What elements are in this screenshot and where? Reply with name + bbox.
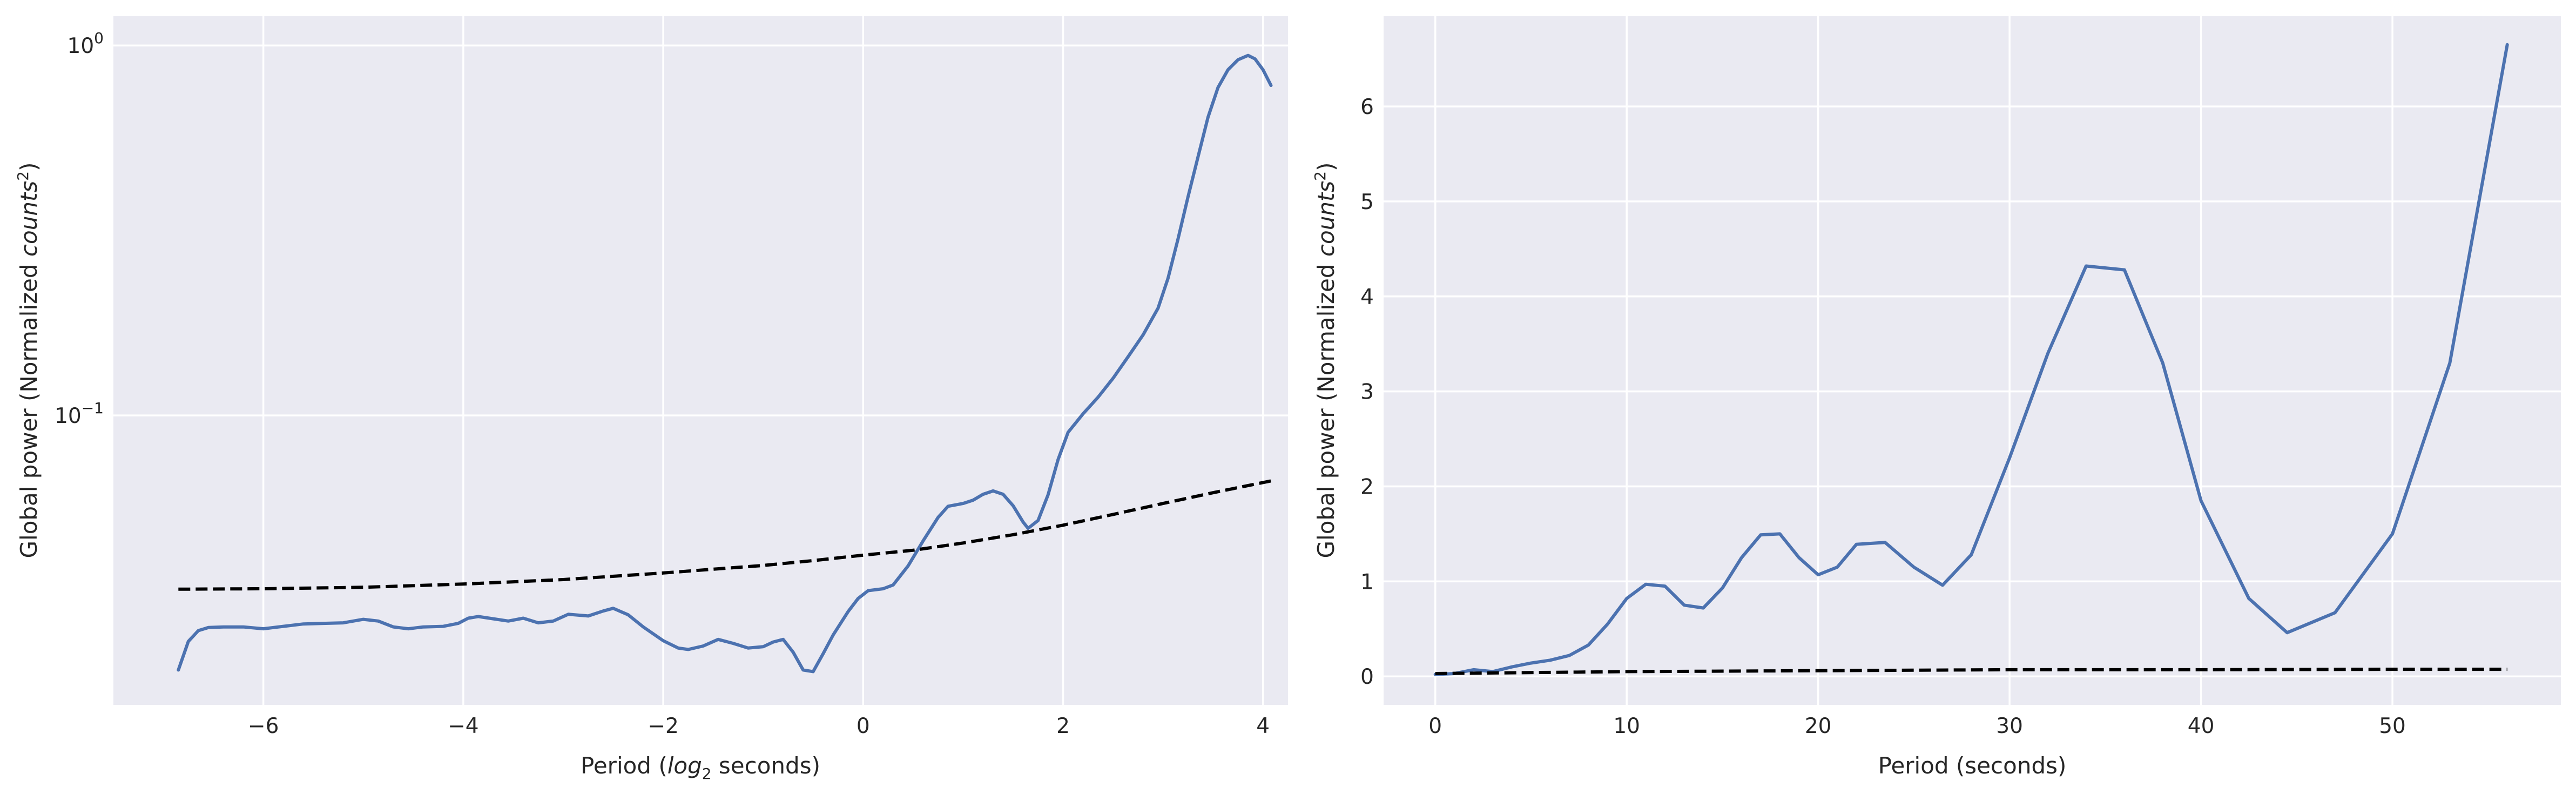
- right-plot-area: [1384, 16, 2561, 705]
- left-y-axis-label: Global power (Normalized counts2): [14, 162, 42, 558]
- left-global-power-line: [177, 53, 1273, 674]
- right-x-tick-label: 20: [1805, 714, 1832, 738]
- left-series-group: [177, 53, 1273, 674]
- left-y-tick-label: 100: [68, 29, 104, 58]
- right-y-tick-labels: 0 1 2 3 4 5 6: [1360, 95, 1374, 689]
- left-x-tick-label: −2: [648, 714, 679, 738]
- right-grid: [1384, 16, 2561, 705]
- left-significance-dashed-line: [178, 479, 1272, 591]
- left-x-tick-label: −4: [448, 714, 479, 738]
- right-x-tick-label: 30: [1996, 714, 2023, 738]
- left-x-tick-labels: −6 −4 −2 0 2 4: [248, 714, 1270, 738]
- left-x-axis-label: Period (log2 seconds): [581, 752, 820, 783]
- right-y-tick-label: 4: [1360, 285, 1374, 309]
- right-y-tick-label: 2: [1360, 475, 1374, 500]
- left-y-tick-label: 10−1: [55, 399, 104, 428]
- right-y-tick-label: 0: [1360, 665, 1374, 689]
- right-y-tick-label: 3: [1360, 380, 1374, 405]
- left-x-tick-label: 2: [1056, 714, 1070, 738]
- right-significance-dashed-line: [1435, 668, 2507, 675]
- right-x-tick-label: 40: [2188, 714, 2215, 738]
- right-x-axis-label: Period (seconds): [1878, 752, 2067, 779]
- right-x-tick-labels: 0 10 20 30 40 50: [1428, 714, 2406, 738]
- right-global-power-line: [1433, 43, 2509, 676]
- right-x-tick-label: 10: [1613, 714, 1640, 738]
- right-series-group: [1433, 43, 2509, 676]
- right-y-tick-label: 5: [1360, 190, 1374, 214]
- right-x-tick-label: 50: [2379, 714, 2406, 738]
- right-y-axis-label: Global power (Normalized counts2): [1311, 162, 1339, 558]
- left-x-tick-label: 4: [1256, 714, 1270, 738]
- left-plot-area: [113, 16, 1288, 705]
- left-x-tick-label: −6: [248, 714, 279, 738]
- right-y-tick-label: 6: [1360, 95, 1374, 119]
- left-y-tick-labels: 100 10−1: [55, 29, 104, 428]
- left-grid: [113, 16, 1288, 705]
- right-x-tick-label: 0: [1428, 714, 1442, 738]
- left-x-tick-label: 0: [857, 714, 870, 738]
- right-y-tick-label: 1: [1360, 570, 1374, 594]
- right-chart-panel: 0 10 20 30 40 50 0 1 2 3 4 5 6 Period (seconds) Glo…: [1311, 16, 2561, 779]
